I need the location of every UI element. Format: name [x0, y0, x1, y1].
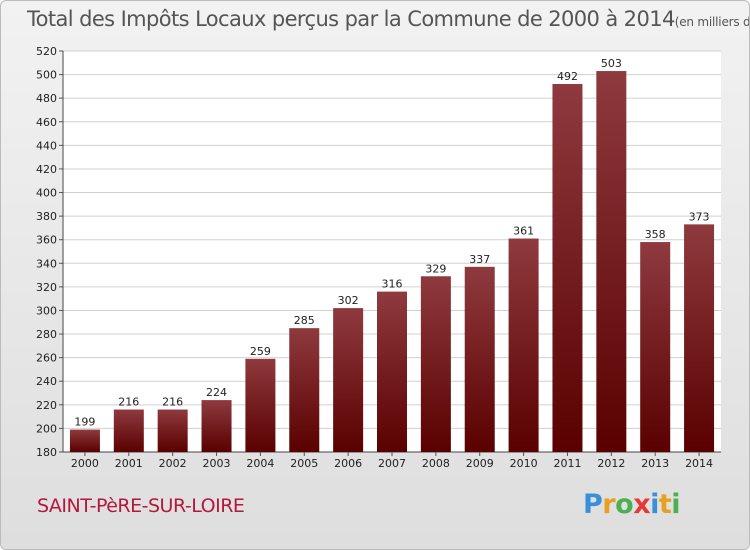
y-tick-label: 480: [36, 92, 57, 105]
bar: [552, 84, 583, 452]
bar: [69, 429, 100, 452]
chart-title: Total des Impôts Locaux perçus par la Co…: [27, 7, 750, 31]
y-tick-label: 460: [36, 116, 57, 129]
x-tick-label: 2013: [641, 457, 669, 470]
x-tick-label: 2010: [510, 457, 538, 470]
data-label: 199: [74, 416, 95, 429]
y-tick-label: 260: [36, 352, 57, 365]
y-tick-label: 200: [36, 422, 57, 435]
data-label: 492: [557, 70, 578, 83]
bar: [113, 409, 144, 452]
x-tick-label: 2005: [290, 457, 318, 470]
bar: [464, 266, 495, 452]
logo-letter: P: [583, 489, 603, 520]
logo-letter: r: [602, 489, 616, 520]
data-label: 316: [382, 278, 403, 291]
y-tick-label: 240: [36, 375, 57, 388]
bar: [640, 242, 671, 452]
x-tick-label: 2014: [685, 457, 713, 470]
logo-letter: i: [671, 489, 681, 520]
x-tick-label: 2003: [203, 457, 231, 470]
logo-letter: t: [658, 489, 672, 520]
y-tick-label: 300: [36, 304, 57, 317]
data-label: 361: [513, 225, 534, 238]
x-tick-label: 2002: [159, 457, 187, 470]
chart-title-text: Total des Impôts Locaux perçus par la Co…: [27, 7, 675, 31]
y-tick-label: 180: [36, 446, 57, 459]
x-tick-label: 2012: [597, 457, 625, 470]
y-tick-label: 220: [36, 399, 57, 412]
data-label: 373: [689, 210, 710, 223]
data-label: 329: [425, 262, 446, 275]
y-tick-label: 420: [36, 163, 57, 176]
data-label: 224: [206, 386, 227, 399]
data-label: 503: [601, 57, 622, 70]
bar: [420, 276, 451, 452]
chart-subtitle: (en milliers d'€): [674, 15, 750, 29]
y-tick-label: 380: [36, 210, 57, 223]
commune-name: SAINT-PèRE-SUR-LOIRE: [37, 495, 245, 517]
x-tick-label: 2006: [334, 457, 362, 470]
y-tick-label: 280: [36, 328, 57, 341]
data-label: 216: [162, 396, 183, 409]
x-tick-label: 2007: [378, 457, 406, 470]
data-label: 216: [118, 396, 139, 409]
bar: [157, 409, 188, 452]
bar: [333, 308, 364, 452]
data-label: 285: [294, 314, 315, 327]
bar: [508, 238, 539, 452]
proxiti-logo: Proxiti: [583, 489, 681, 520]
y-tick-label: 440: [36, 139, 57, 152]
y-tick-label: 360: [36, 234, 57, 247]
bar: [596, 71, 627, 453]
y-tick-label: 500: [36, 69, 57, 82]
x-tick-label: 2004: [246, 457, 274, 470]
bar: [684, 224, 715, 452]
x-tick-label: 2008: [422, 457, 450, 470]
bar: [289, 328, 320, 452]
logo-letter: i: [650, 489, 659, 520]
data-label: 302: [338, 294, 359, 307]
y-tick-label: 520: [36, 45, 57, 58]
bar: [201, 400, 232, 452]
x-tick-label: 2000: [71, 457, 99, 470]
logo-letter: x: [633, 489, 651, 520]
bar: [377, 291, 407, 452]
x-tick-label: 2011: [553, 457, 581, 470]
data-label: 259: [250, 345, 271, 358]
data-label: 337: [469, 253, 490, 266]
x-tick-label: 2001: [115, 457, 143, 470]
data-label: 358: [645, 228, 666, 241]
y-tick-label: 400: [36, 187, 57, 200]
x-tick-label: 2009: [466, 457, 494, 470]
y-tick-label: 320: [36, 281, 57, 294]
bar: [245, 358, 276, 452]
logo-letter: o: [615, 489, 634, 520]
y-tick-label: 340: [36, 257, 57, 270]
